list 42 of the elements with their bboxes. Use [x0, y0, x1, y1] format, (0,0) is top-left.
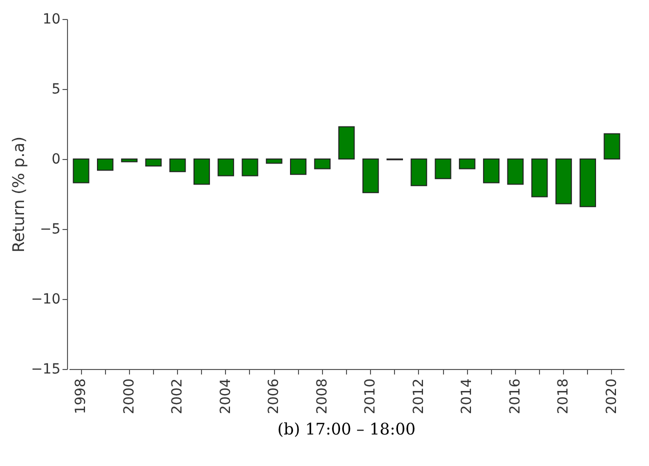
bar: [580, 158, 596, 208]
bar: [434, 158, 452, 180]
bar: [458, 158, 476, 170]
x-tick-label: 2020: [604, 378, 620, 414]
y-tick-label: −10: [30, 292, 60, 308]
y-axis-title: Return (% p.a): [8, 136, 28, 252]
x-tick-label: 2002: [170, 378, 186, 414]
bar: [169, 158, 186, 172]
bar: [507, 158, 524, 185]
y-tick-label: 5: [52, 82, 60, 98]
bar: [555, 158, 572, 204]
bar: [145, 158, 162, 166]
bar: [483, 158, 500, 184]
bar: [72, 158, 90, 184]
y-tick-label: −15: [30, 362, 60, 378]
bar: [604, 133, 620, 160]
bar: [362, 158, 379, 194]
y-tick-label: 0: [52, 152, 60, 168]
x-tick-label: 2018: [556, 378, 572, 414]
bar: [96, 158, 114, 171]
text: (b) 17:00 – 18:00: [277, 420, 416, 439]
bar: [266, 158, 282, 164]
bar: [121, 158, 138, 162]
x-tick-label: 2000: [121, 378, 138, 414]
x-tick-label: 2008: [314, 378, 330, 414]
x-tick-label: 2014: [459, 378, 476, 414]
bar: [531, 158, 548, 198]
bar: [314, 158, 331, 170]
x-tick-label: 2016: [507, 378, 524, 414]
bar: [218, 158, 234, 176]
bar: [410, 158, 428, 186]
bar: [242, 158, 258, 176]
x-tick-label: 2010: [362, 378, 379, 414]
x-tick-label: 1998: [73, 378, 90, 414]
x-tick-label: 2004: [218, 378, 234, 414]
x-tick-label: 2012: [410, 378, 427, 414]
y-tick-label: 10: [42, 12, 60, 28]
x-tick-label: 2006: [266, 378, 282, 414]
bar: [290, 158, 306, 175]
bar: [193, 158, 210, 185]
bar: [338, 126, 355, 160]
y-tick-label: −5: [40, 222, 60, 238]
